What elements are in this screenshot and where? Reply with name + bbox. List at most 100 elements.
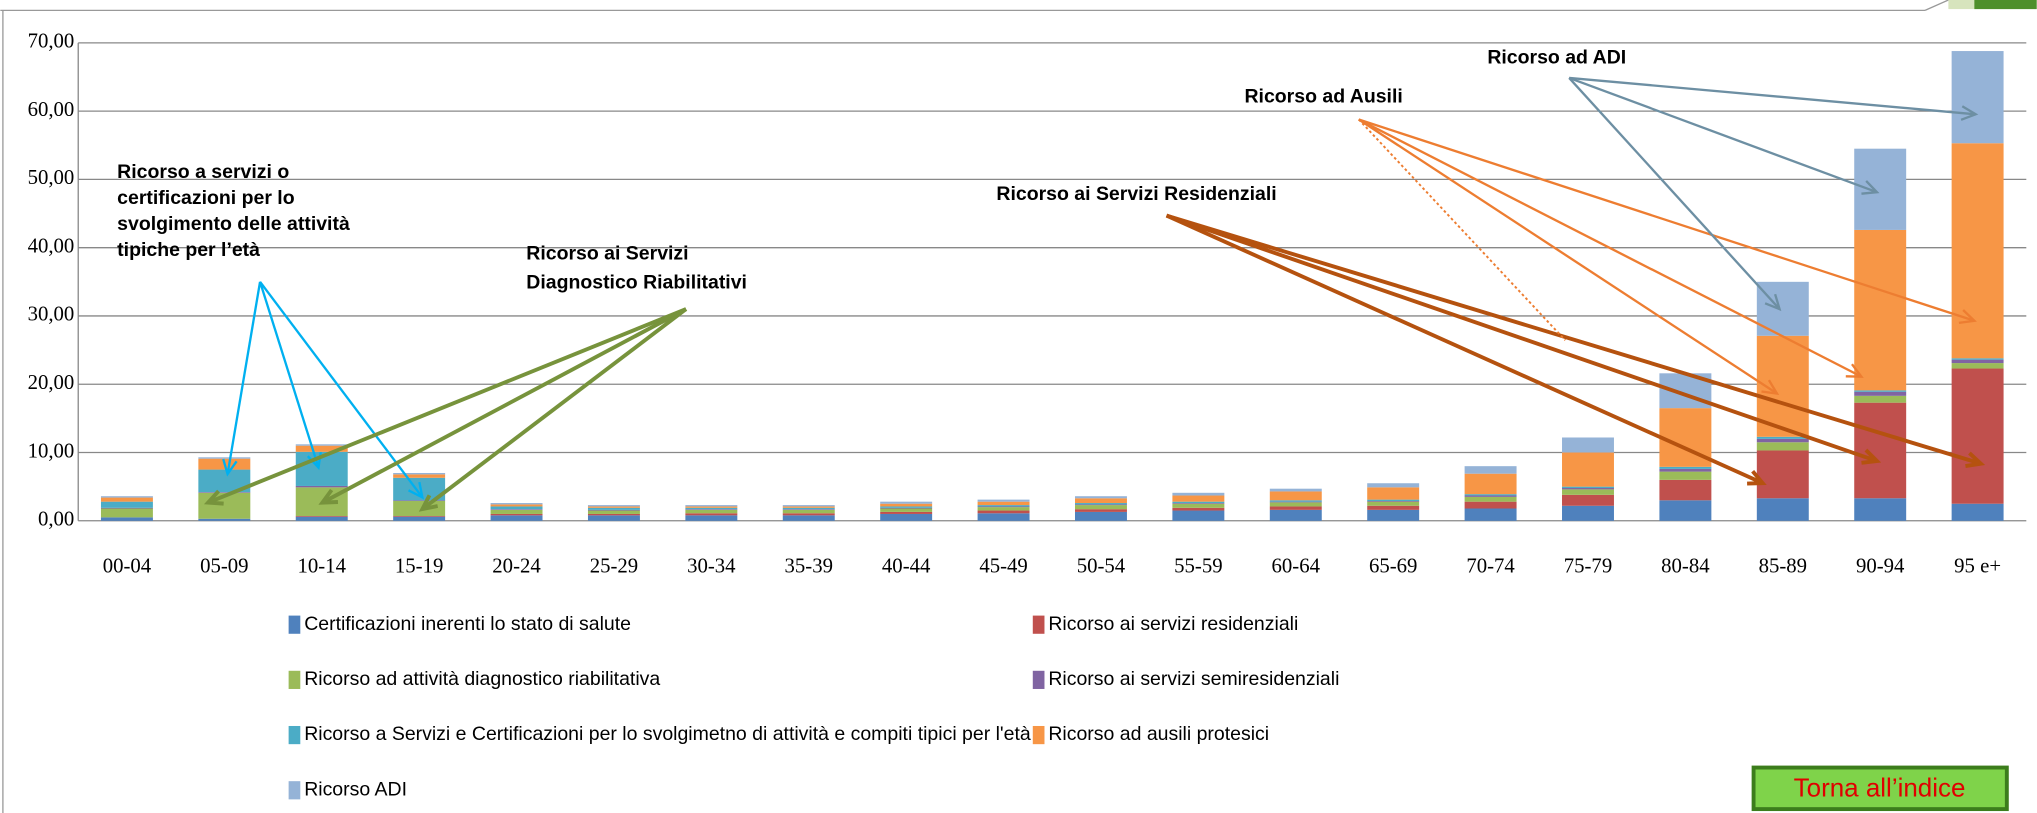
x-tick-label: 80-84 [1661,554,1710,577]
bar-segment [880,511,933,514]
bar-segment [685,515,738,521]
bar-segment [490,515,543,521]
arrow [259,281,424,499]
bar-segment [1854,391,1907,396]
annotation: svolgimento delle attività [117,213,350,235]
arrow [1568,76,1878,194]
bar-segment [198,469,251,493]
legend-swatch [288,725,301,745]
arrow-head [418,494,439,512]
bar-segment [1074,509,1127,512]
arrow [321,307,687,505]
bar-segment [1951,358,2004,360]
bar-segment [1562,488,1614,490]
bar-segment [1951,143,2004,359]
y-tick-label: 50,00 [28,166,75,189]
bar-segment [100,507,153,509]
bar-segment [1074,496,1127,499]
bar-segment [1854,148,1907,230]
bar-segment [393,500,446,517]
x-tick-label: 55-59 [1174,554,1222,577]
arrow [207,307,687,505]
x-tick-label: 20-24 [492,554,541,577]
bar-segment [977,506,1030,508]
bar-segment [1367,505,1420,510]
legend-label: Certificazioni inerenti lo stato di salu… [304,613,631,635]
bar-segment [393,500,446,501]
y-tick-label: 0,00 [38,508,74,531]
bar-segment [1074,505,1127,510]
bar-segment [880,508,933,512]
bar-segment [100,517,153,521]
x-tick-label: 15-19 [395,554,443,577]
bar-segment [1464,466,1517,474]
arrow [1165,213,1764,485]
bar-segment [685,507,738,510]
y-tick-label: 30,00 [28,303,75,326]
arrow [226,281,262,475]
arrow [258,281,320,468]
bar-segment [295,516,348,517]
bar-segment [100,497,153,502]
legend-label: Ricorso ad ausili protesici [1048,723,1269,745]
bar-segment [1367,483,1420,488]
bar-segment [1367,500,1420,502]
bar-segment [1464,508,1517,521]
bar-segment [393,516,446,521]
legend-label: Ricorso a Servizi e Certificazioni per l… [304,723,1031,745]
back-button[interactable]: Torna all’indice [1751,765,2009,812]
bar-segment [782,505,835,507]
arrow [1358,118,1862,378]
bar-segment [295,444,348,446]
arrow-head [222,458,238,477]
bar-segment [1659,471,1712,480]
bar-segment [977,513,1030,521]
arrow [1165,213,1982,466]
bar-segment [587,515,640,521]
arrow-head [1960,105,1979,121]
bar-segment [393,474,446,478]
x-tick-label: 70-74 [1466,554,1515,577]
annotation: Ricorso ad Ausili [1244,86,1402,108]
arrow [1569,76,1976,116]
legend-label: Ricorso ai servizi semiresidenziali [1048,668,1339,690]
bar-segment [295,485,348,488]
bar-segment [100,496,153,498]
arrow-head [1965,451,1986,468]
x-tick-label: 45-49 [979,554,1027,577]
arrow [1165,213,1878,463]
arrow [421,307,688,511]
arrow-head [1958,309,1977,325]
x-tick-label: 05-09 [200,554,248,577]
bar-segment [1951,503,2004,521]
bar-segment [1756,438,1809,443]
annotation: Ricorso ad ADI [1487,47,1626,69]
bar-segment [1172,492,1225,496]
x-tick-label: 50-54 [1077,554,1126,577]
bar-segment [490,503,543,505]
bar-segment [1951,51,2004,144]
button-label[interactable]: Torna all’indice [1794,772,1966,802]
annotation: Ricorso ai Servizi Residenziali [996,183,1276,205]
y-tick-label: 70,00 [28,30,75,53]
bar-segment [1756,450,1809,499]
annotation: Diagnostico Riabilitativi [526,271,747,293]
x-tick-label: 25-29 [590,554,638,577]
arrow-dotted [1358,118,1566,341]
bar-segment [1269,491,1322,501]
bar-segment [295,445,348,452]
arrow-head [1747,469,1767,486]
bar-segment [685,513,738,516]
bar-segment [977,501,1030,506]
bar-segment [393,516,446,517]
arrow-head [1764,293,1782,312]
bar-segment [1172,503,1225,508]
bar-segment [1464,501,1517,509]
bar-segment [1854,390,1907,392]
bar-segment [1269,488,1322,492]
annotation: certificazioni per lo [117,187,295,209]
bar-segment [1756,442,1809,451]
bar-segment [490,509,543,514]
arrow-head [1861,448,1882,465]
